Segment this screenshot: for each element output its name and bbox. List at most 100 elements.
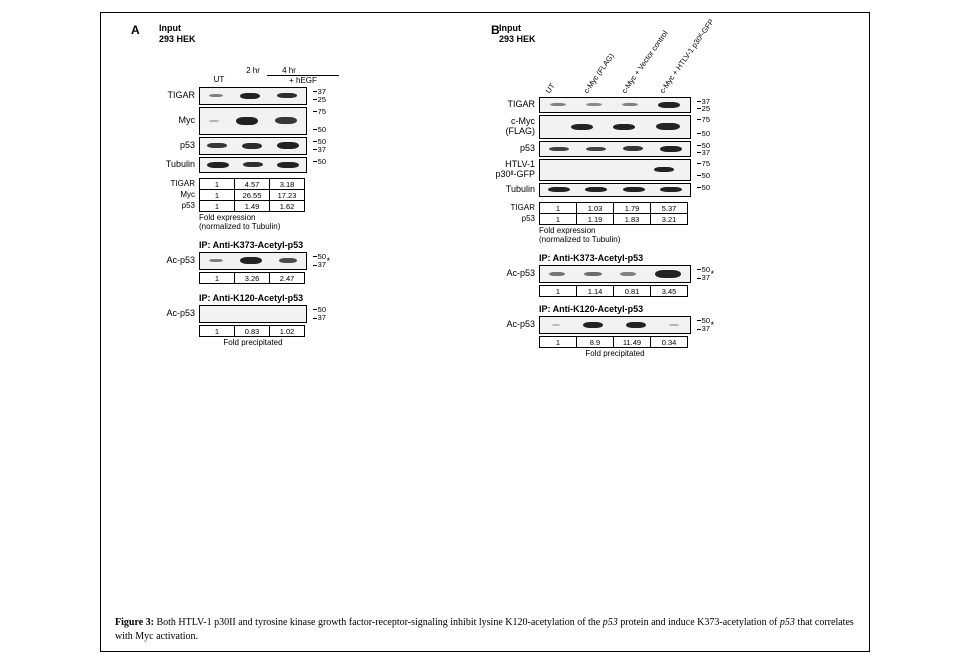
band	[656, 123, 680, 130]
panel-b-cellline-label: 293 HEK	[499, 34, 791, 45]
caption-mid: protein and induce K373-acetylation of	[618, 617, 780, 628]
blot-box: 50	[539, 183, 691, 197]
blot-box: 5037*	[199, 252, 307, 270]
mw-labels: 5037	[697, 317, 710, 333]
band	[275, 117, 297, 124]
panel-a-k120-blot: Ac-p53503710.831.02	[131, 305, 411, 336]
mw-labels: 50	[697, 184, 710, 196]
table-row-label	[471, 285, 539, 297]
mw-labels: 50	[313, 158, 326, 172]
blot-row: Ac-p535037*	[471, 265, 791, 283]
mw-tick: 37	[313, 146, 326, 154]
band	[571, 124, 593, 130]
blot-label: Ac-p53	[131, 309, 199, 319]
blot-label: HTLV-1 p30ᴵᴵ-GFP	[471, 160, 539, 180]
mw-tick: 37	[697, 149, 710, 157]
mw-tick: 50	[697, 172, 710, 180]
panel-b-blots: TIGAR3725c-Myc (FLAG)7550p535037HTLV-1 p…	[471, 97, 791, 199]
mw-tick: 75	[697, 160, 710, 168]
blot-row: TIGAR3725	[131, 87, 411, 105]
band	[209, 94, 223, 97]
table-cell: 1.62	[269, 200, 305, 212]
blot-row: c-Myc (FLAG)7550	[471, 115, 791, 139]
blot-row: Tubulin50	[131, 157, 411, 173]
panel-a-letter: A	[131, 23, 140, 37]
band	[623, 187, 645, 192]
band	[620, 272, 636, 276]
band	[279, 258, 297, 263]
mw-tick: 50	[697, 266, 710, 274]
band	[660, 146, 682, 152]
blot-label: Ac-p53	[471, 320, 539, 330]
figure-caption: Figure 3: Both HTLV-1 p30II and tyrosine…	[115, 616, 855, 643]
blot-box: 7550	[199, 107, 307, 135]
lane-label-b-wrap: c-Myc (FLAG)	[581, 47, 619, 95]
blot-label: Tubulin	[131, 160, 199, 170]
panel-a-ip-k120-header: IP: Anti-K120-Acetyl-p53	[199, 293, 411, 303]
band	[277, 142, 299, 149]
mw-labels: 5037	[697, 142, 710, 156]
blot-row: Tubulin50	[471, 183, 791, 197]
caption-pre: Both HTLV-1 p30II and tyrosine kinase gr…	[154, 617, 603, 628]
table-cell: 11.49	[613, 336, 651, 348]
figure-container: A Input 293 HEK 2 hr 4 hr UT + hEGF TIG	[100, 12, 870, 652]
panel-a-fold-precipitated: Fold precipitated	[199, 338, 307, 348]
blot-row: Ac-p535037*	[131, 252, 411, 270]
table-row: 10.831.02	[131, 325, 411, 337]
blot-box: 5037*	[539, 265, 691, 283]
lane-label-4hr: 4 hr	[271, 66, 307, 75]
egf-label: + hEGF	[267, 75, 339, 85]
table-row-label: p53	[131, 200, 199, 212]
blot-label: Ac-p53	[131, 256, 199, 266]
band	[242, 143, 262, 149]
lane-label-2hr: 2 hr	[235, 66, 271, 75]
table-cell: 0.34	[650, 336, 688, 348]
table-row: p5311.191.833.21	[471, 213, 791, 225]
panel-a-fold-expression: Fold expression (normalized to Tubulin)	[199, 213, 411, 232]
band	[585, 187, 607, 192]
blot-box: 3725	[539, 97, 691, 113]
mw-tick: 75	[697, 116, 710, 124]
table-cell: 1.02	[269, 325, 305, 337]
band	[660, 187, 682, 192]
band	[622, 103, 638, 106]
lane-label-b-wrap: c-Myc + Vector control	[619, 47, 657, 95]
panel-a-cellline-label: 293 HEK	[159, 34, 411, 45]
mw-labels: 5037	[313, 138, 326, 154]
lane-label-b-wrap: c-Myc + HTLV-1 p30ᴵᴵ-GFP	[657, 47, 695, 95]
lane-label-ut: UT	[203, 75, 235, 85]
table-row: 11.140.813.45	[471, 285, 791, 297]
blot-box: 50	[199, 157, 307, 173]
panel-b-fold-precipitated: Fold precipitated	[539, 349, 691, 359]
panel-a: A Input 293 HEK 2 hr 4 hr UT + hEGF TIG	[131, 23, 411, 366]
band	[243, 162, 263, 167]
mw-tick: 25	[697, 105, 710, 113]
mw-labels: 7550	[697, 116, 710, 138]
table-cell: 1.83	[613, 213, 651, 225]
asterisk-icon: *	[710, 269, 714, 279]
table-cell: 0.83	[234, 325, 270, 337]
caption-italic1: p53	[603, 617, 618, 628]
band	[654, 167, 674, 172]
table-row: 18.911.490.34	[471, 336, 791, 348]
band	[207, 143, 227, 148]
blot-row: Ac-p535037*	[471, 316, 791, 334]
table-cell: 1	[539, 336, 577, 348]
blot-box: 7550	[539, 115, 691, 139]
band	[277, 93, 297, 98]
band	[240, 93, 260, 99]
lane-label-b-wrap: UT	[543, 47, 581, 95]
mw-tick: 37	[697, 274, 710, 282]
blot-row: p535037	[131, 137, 411, 155]
mw-tick: 50	[697, 317, 710, 325]
caption-fignum: Figure 3:	[115, 617, 154, 628]
blot-box: 5037	[539, 141, 691, 157]
mw-tick: 75	[313, 108, 326, 116]
mw-tick: 37	[313, 88, 326, 96]
band	[584, 272, 602, 276]
table-cell: 1	[539, 285, 577, 297]
lane-label-b: UT	[544, 81, 557, 94]
mw-labels: 5037	[313, 253, 326, 269]
blot-box: 5037	[199, 137, 307, 155]
mw-tick: 37	[313, 261, 326, 269]
